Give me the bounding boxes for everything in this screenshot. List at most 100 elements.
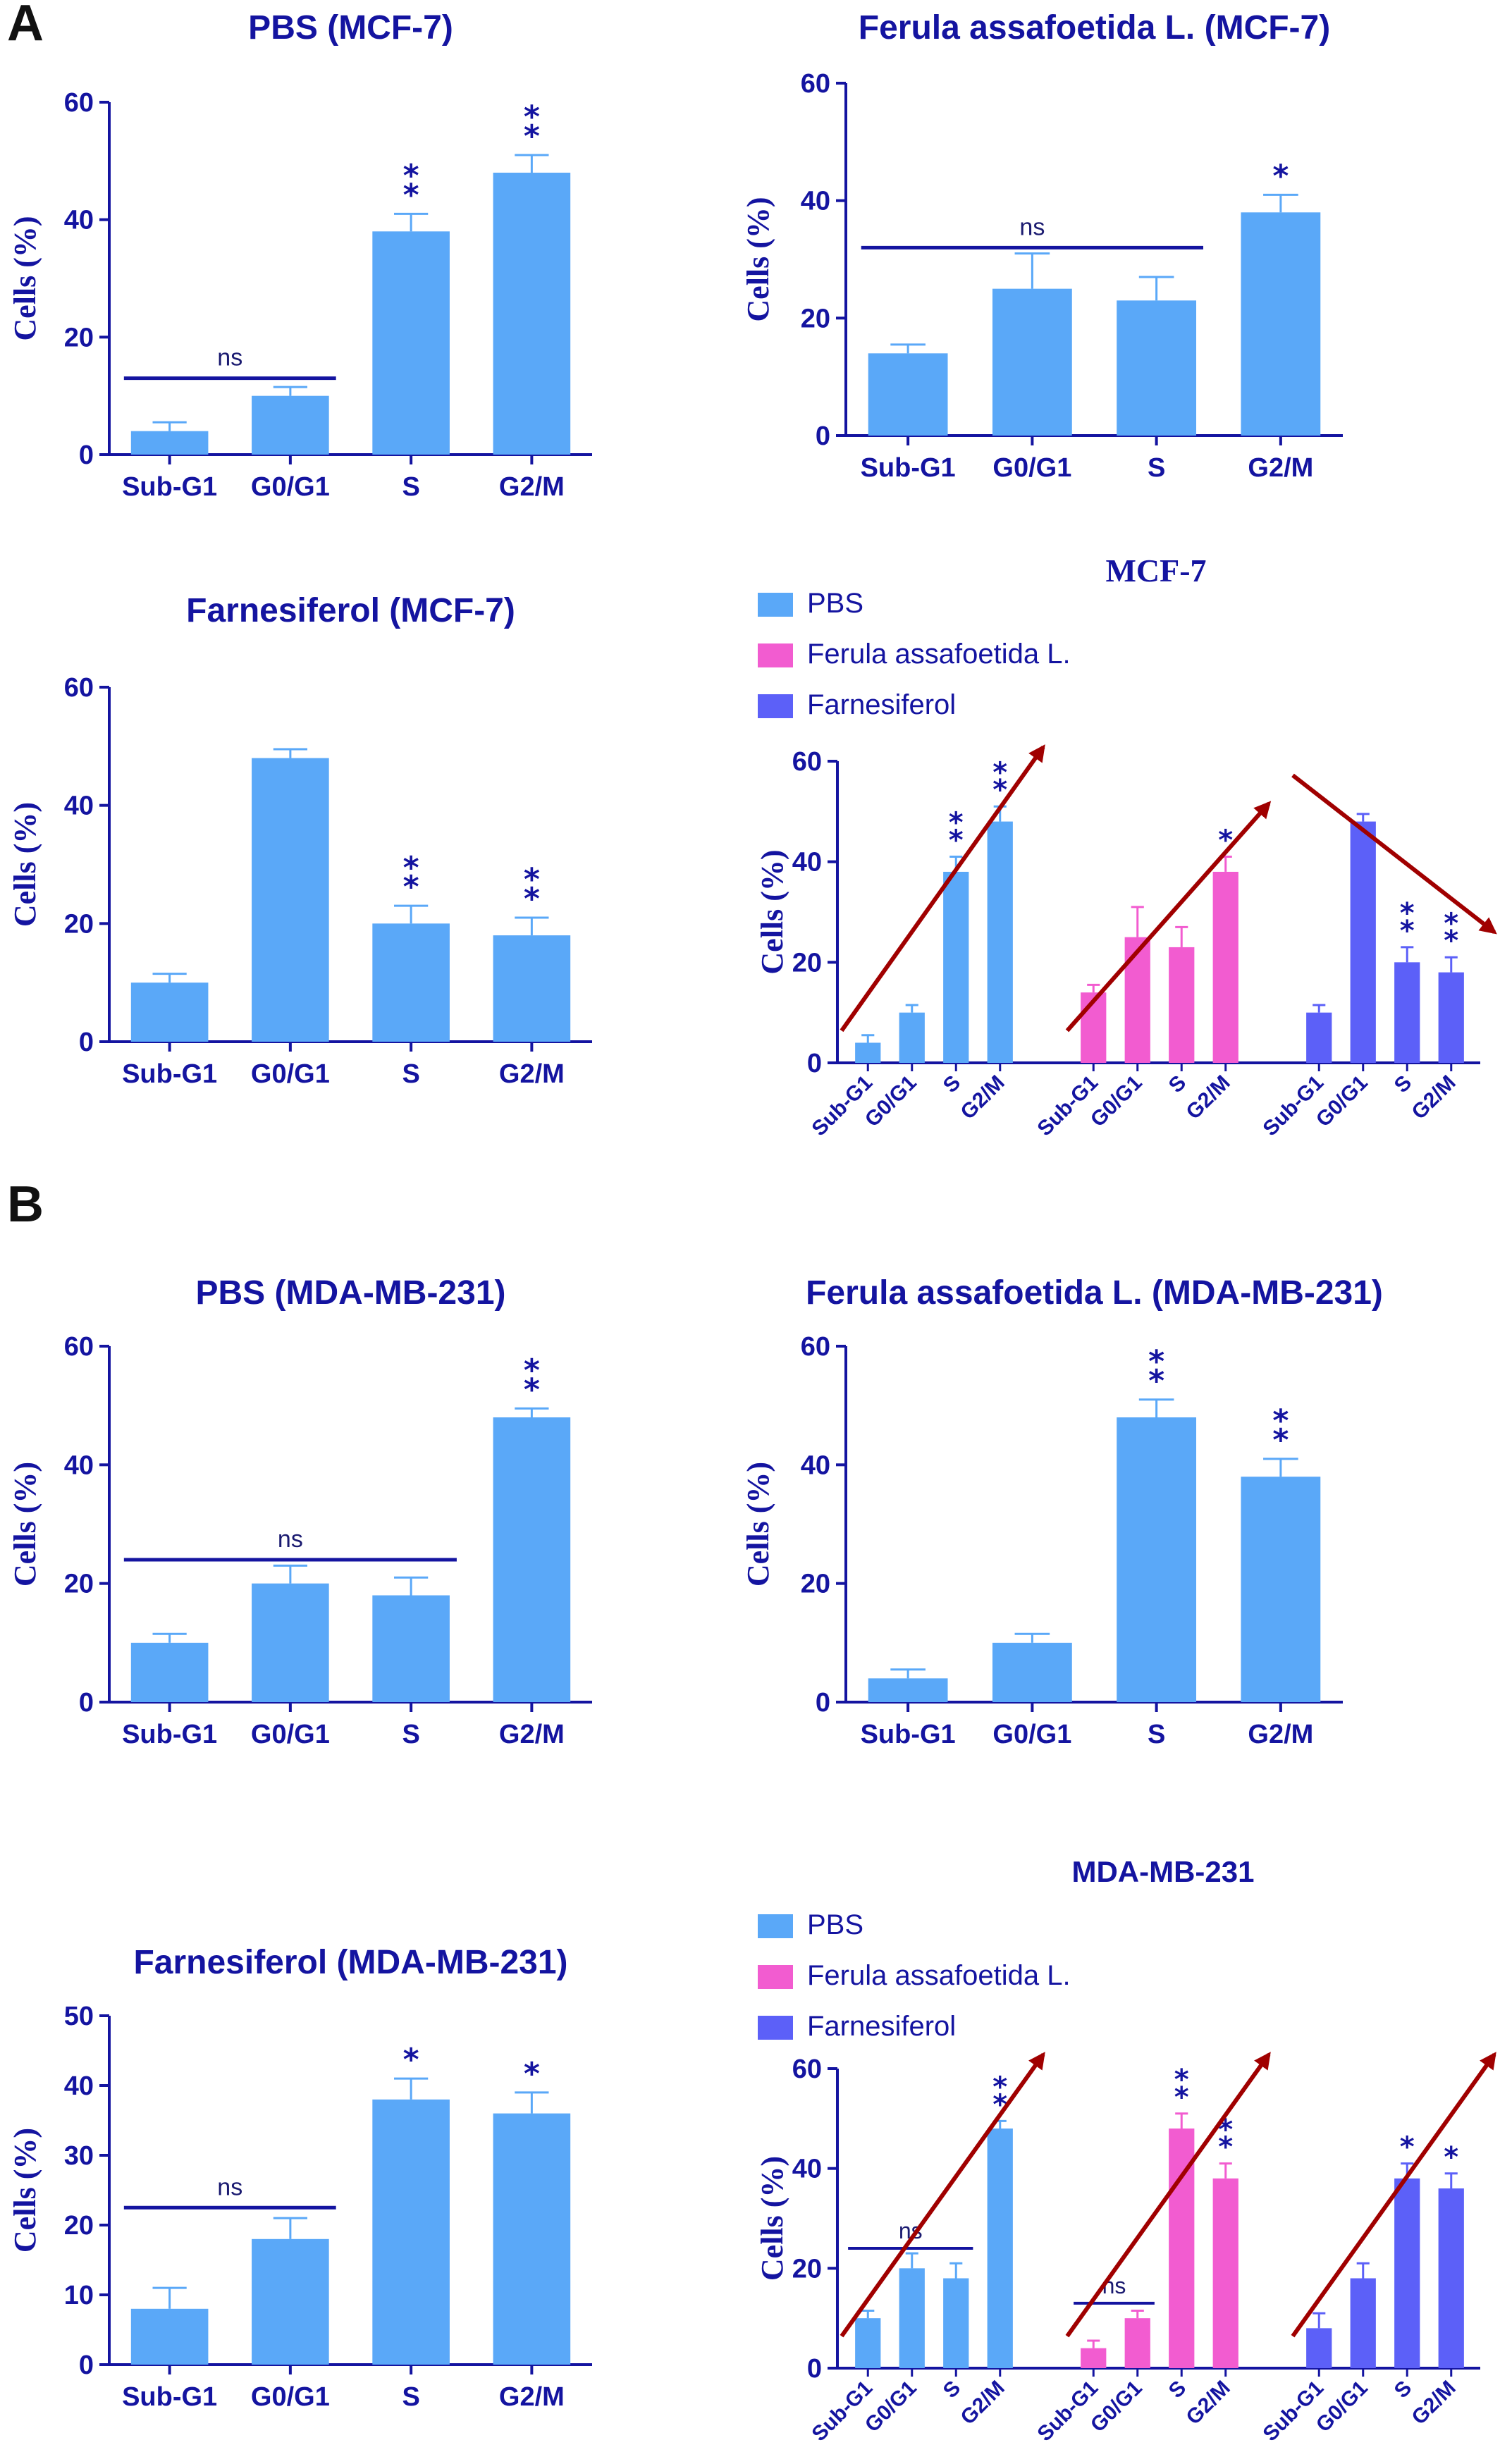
ferula_mda-x-tick-label: S	[1148, 1720, 1165, 1749]
farnesiferol_mcf7-y-tick-label: 40	[64, 791, 94, 821]
pbs_mcf7-y-axis-label: Cells (%)	[8, 216, 42, 340]
pbs_mda-bar	[130, 1642, 209, 1702]
combined_mda-series-0-bar	[899, 2268, 925, 2368]
ferula_mcf7-y-axis-label: Cells (%)	[741, 197, 775, 321]
ferula_mcf7-significance: *	[1272, 158, 1289, 194]
chart-farnesiferol_mcf7: Farnesiferol (MCF-7) 0 20 40 60 Cells (%) Sub-…	[8, 592, 592, 1089]
ferula_mcf7-x-tick-label: G2/M	[1248, 453, 1313, 483]
combined_mcf7-legend-swatch	[758, 593, 793, 617]
ferula_mda-y-axis-label: Cells (%)	[741, 1462, 775, 1587]
pbs_mcf7-y-tick-label: 60	[64, 88, 94, 118]
panel-label-b: B	[7, 1176, 44, 1233]
chart-farnesiferol_mda: Farnesiferol (MDA-MB-231) 0 10 20 30 40 50 Cell…	[8, 1944, 592, 2412]
combined_mda-series-1-bar	[1081, 2348, 1107, 2368]
combined_mda-series-2-x-tick-label: G0/G1	[1312, 2377, 1372, 2437]
combined_mda-legend-swatch	[758, 1965, 793, 1989]
pbs_mda-bar	[252, 1583, 329, 1702]
farnesiferol_mcf7-significance: *	[524, 862, 540, 898]
pbs_mda-y-tick-label: 20	[64, 1570, 94, 1599]
pbs_mcf7-y-tick-label: 20	[64, 323, 94, 352]
farnesiferol_mcf7-significance: *	[524, 881, 540, 917]
pbs_mcf7-ns-label: ns	[217, 345, 242, 371]
combined_mcf7-series-0-significance: *	[949, 825, 964, 857]
combined_mcf7-series-0-x-tick-label: S	[939, 1071, 965, 1097]
ferula_mda-x-tick-label: G2/M	[1248, 1720, 1313, 1749]
farnesiferol_mda-y-tick-label: 30	[64, 2141, 94, 2171]
pbs_mcf7-significance: *	[524, 118, 540, 154]
ferula_mda-significance: *	[1148, 1363, 1164, 1399]
ferula_mcf7-y-tick-label: 40	[801, 187, 830, 216]
combined_mda-series-2-bar	[1350, 2278, 1376, 2368]
combined_mcf7-series-2-significance: *	[1444, 907, 1458, 940]
combined_mda-series-2-significance: *	[1444, 2141, 1458, 2174]
farnesiferol_mda-x-tick-label: Sub-G1	[122, 2382, 217, 2412]
pbs_mcf7-bar	[252, 395, 329, 455]
farnesiferol_mda-bar	[252, 2238, 329, 2365]
farnesiferol_mda-significance: *	[403, 2042, 419, 2078]
combined_mda-series-1-ns-label: ns	[1102, 2273, 1126, 2298]
combined_mcf7-series-2-x-tick-label: Sub-G1	[1258, 1071, 1328, 1141]
farnesiferol_mcf7-y-tick-label: 60	[64, 673, 94, 703]
combined_mda-series-0-significance: *	[992, 2071, 1007, 2104]
ferula_mcf7-bar	[992, 288, 1072, 436]
pbs_mda-x-tick-label: S	[402, 1720, 419, 1749]
ferula_mcf7-y-tick-label: 0	[816, 421, 830, 451]
farnesiferol_mda-significance: *	[524, 2056, 540, 2092]
combined_mcf7-legend-label: Farnesiferol	[807, 689, 956, 720]
combined_mcf7-series-2-x-tick-label: G0/G1	[1312, 1071, 1372, 1132]
combined_mcf7-title: MCF-7	[1105, 553, 1206, 589]
combined_mcf7-series-0-significance: *	[949, 807, 964, 839]
farnesiferol_mda-y-tick-label: 40	[64, 2071, 94, 2101]
farnesiferol_mcf7-significance: *	[403, 850, 419, 886]
pbs_mcf7-y-tick-label: 0	[79, 441, 94, 470]
combined_mda-series-1-bar	[1169, 2129, 1195, 2368]
combined_mcf7-y-tick-label: 20	[792, 948, 822, 978]
combined_mcf7-series-2-significance: *	[1444, 925, 1458, 957]
combined_mda-series-2-x-tick-label: Sub-G1	[1258, 2377, 1328, 2446]
ferula_mda-bar	[868, 1678, 948, 1702]
pbs_mcf7-bar	[372, 231, 450, 455]
ferula_mda-x-tick-label: G0/G1	[992, 1720, 1071, 1749]
pbs_mda-x-tick-label: Sub-G1	[122, 1720, 217, 1749]
farnesiferol_mcf7-y-tick-label: 0	[79, 1028, 94, 1057]
combined_mda-y-tick-label: 0	[807, 2354, 822, 2384]
farnesiferol_mcf7-title: Farnesiferol (MCF-7)	[186, 592, 515, 629]
pbs_mda-x-tick-label: G0/G1	[251, 1720, 330, 1749]
pbs_mda-significance: *	[524, 1353, 540, 1388]
combined_mcf7-series-2-bar	[1350, 821, 1376, 1063]
pbs_mda-y-tick-label: 0	[79, 1688, 94, 1718]
combined_mcf7-series-1-bar	[1169, 947, 1195, 1063]
pbs_mcf7-x-tick-label: G0/G1	[251, 472, 330, 502]
pbs_mcf7-significance: *	[403, 158, 419, 194]
farnesiferol_mda-y-tick-label: 0	[79, 2351, 94, 2380]
combined_mcf7-series-2-trend-arrow	[1291, 773, 1497, 935]
combined_mda-legend-swatch	[758, 1914, 793, 1938]
farnesiferol_mcf7-bar	[493, 935, 571, 1042]
pbs_mda-y-axis-label: Cells (%)	[8, 1462, 42, 1587]
farnesiferol_mda-y-tick-label: 20	[64, 2211, 94, 2241]
combined_mda-series-1-bar	[1124, 2318, 1150, 2368]
combined_mcf7-series-1-x-tick-label: Sub-G1	[1033, 1071, 1102, 1141]
combined_mda-series-2-x-tick-label: S	[1390, 2377, 1416, 2403]
combined_mcf7-series-2-bar	[1394, 962, 1420, 1063]
combined_mda-series-2-bar	[1438, 2188, 1464, 2368]
combined_mcf7-series-0-significance: *	[992, 756, 1007, 789]
combined_mda-series-1-significance: *	[1218, 2131, 1233, 2164]
combined_mda-series-0-bar	[987, 2129, 1013, 2368]
farnesiferol_mda-x-tick-label: G2/M	[499, 2382, 565, 2412]
pbs_mda-bar	[493, 1417, 571, 1702]
combined_mda-series-0-trend-arrow	[840, 2052, 1045, 2338]
ferula_mcf7-y-tick-label: 60	[801, 69, 830, 99]
combined_mcf7-series-0-bar	[855, 1042, 881, 1063]
pbs_mda-bar	[372, 1595, 450, 1702]
combined_mda-series-0-x-tick-label: Sub-G1	[807, 2377, 877, 2446]
farnesiferol_mcf7-bar	[130, 982, 209, 1042]
combined_mda-legend-swatch	[758, 2016, 793, 2040]
combined_mcf7-series-0-bar	[899, 1012, 925, 1063]
combined_mcf7-series-1-bar	[1124, 937, 1150, 1063]
combined_mda-series-1-x-tick-label: Sub-G1	[1033, 2377, 1102, 2446]
combined_mcf7-series-0-x-tick-label: Sub-G1	[807, 1071, 877, 1141]
combined_mda-series-1-x-tick-label: S	[1164, 2377, 1191, 2403]
combined_mda-series-2-bar	[1306, 2328, 1332, 2368]
